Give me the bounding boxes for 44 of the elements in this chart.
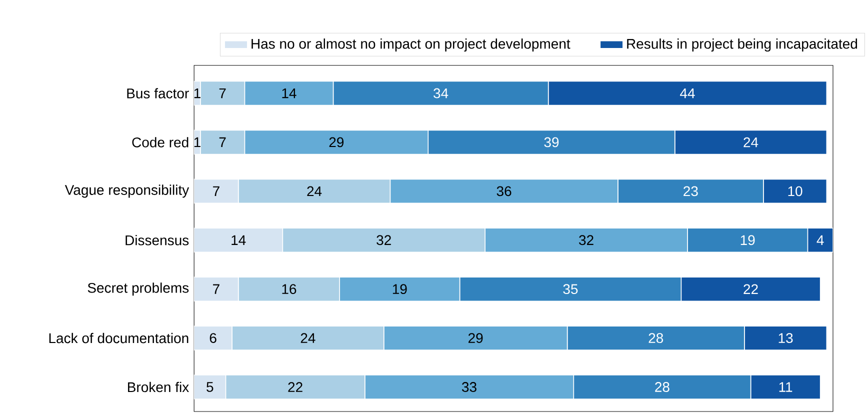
data-label: 24 [744, 137, 758, 147]
data-label: 29 [468, 332, 483, 343]
data-label: 7 [219, 88, 226, 98]
y-tick-label: Code red [132, 136, 188, 148]
data-label: 11 [779, 382, 792, 392]
data-label: 34 [434, 88, 448, 98]
data-label: 14 [282, 88, 296, 98]
data-label: 33 [462, 382, 476, 392]
data-label: 22 [744, 284, 758, 294]
legend-label: Results in project being incapacitated [627, 38, 858, 52]
data-label: 7 [219, 137, 226, 147]
y-tick-label: Vague responsibility [64, 184, 190, 198]
data-label: 7 [213, 284, 220, 294]
data-label: 7 [213, 186, 220, 196]
y-tick-label: Secret problems [88, 282, 189, 296]
data-label: 14 [232, 235, 246, 245]
y-tick-label: Dissensus [126, 234, 189, 246]
data-label: 6 [210, 332, 216, 343]
data-label: 22 [288, 382, 302, 392]
data-label: 32 [579, 234, 594, 245]
data-label: 16 [282, 284, 296, 294]
data-label: 23 [684, 186, 698, 196]
data-label: 28 [655, 382, 670, 392]
y-tick-label: Lack of documentation [49, 332, 188, 343]
data-label: 28 [648, 332, 664, 343]
data-label: 39 [544, 137, 559, 147]
data-label: 29 [329, 137, 344, 147]
legend-label: Has no or almost no impact on project development [252, 38, 570, 52]
data-label: 19 [392, 284, 407, 294]
data-label: 44 [680, 88, 695, 98]
data-label: 35 [563, 284, 578, 294]
data-label: 4 [816, 235, 824, 245]
data-label: 10 [788, 186, 802, 196]
data-label: 24 [307, 186, 322, 196]
data-label: 36 [496, 186, 512, 196]
data-label: 1 [194, 88, 200, 98]
data-label: 19 [740, 234, 755, 245]
data-label: 24 [300, 332, 316, 343]
data-label: 32 [376, 234, 391, 245]
y-tick-label: Broken fix [128, 382, 189, 392]
data-label: 5 [206, 382, 214, 392]
data-label: 13 [778, 332, 793, 343]
y-tick-label: Bus factor [127, 88, 189, 98]
data-label: 1 [194, 137, 200, 147]
